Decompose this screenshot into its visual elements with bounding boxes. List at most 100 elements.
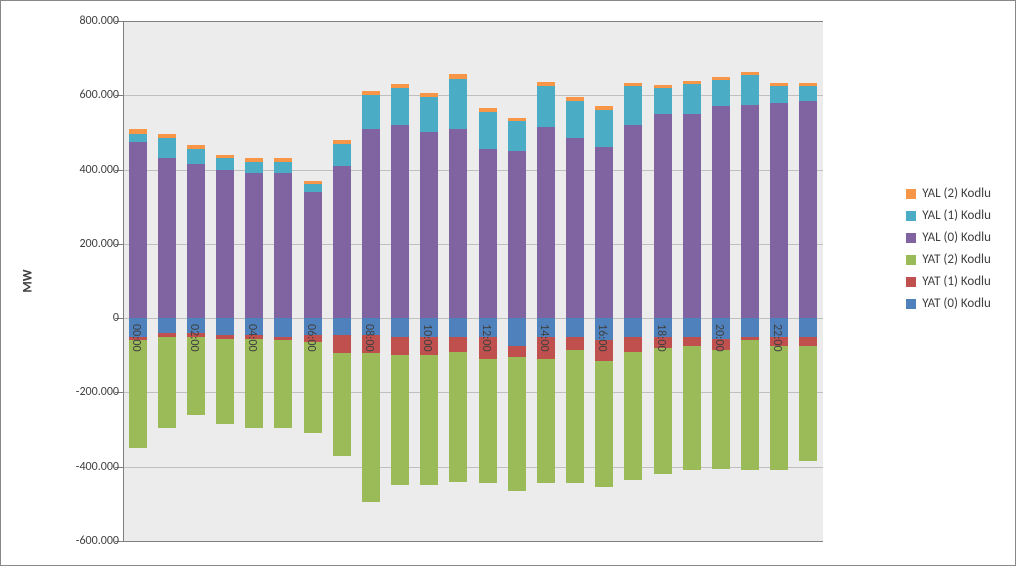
bar-yal2 [595,106,613,110]
bar-yal0 [362,129,380,318]
bar-yal1 [362,95,380,128]
bar-group [274,21,292,541]
bar-yal2 [158,134,176,138]
bar-group [508,21,526,541]
bar-yal0 [449,129,467,318]
x-tick-label: 06:00 [304,324,318,352]
bar-yat2 [216,339,234,424]
bar-group [449,21,467,541]
bar-yal2 [129,129,147,133]
y-tick-label: 400.000 [79,163,119,177]
bar-yat1 [508,346,526,357]
bar-yat2 [333,353,351,455]
bar-yal0 [391,125,409,318]
legend-item: YAT (0) Kodlu [906,296,991,311]
legend-item: YAL (2) Kodlu [906,186,991,201]
bar-yat1 [333,335,351,354]
x-tick-label: 00:00 [129,324,143,352]
bar-yal1 [129,134,147,142]
bar-group [741,21,759,541]
y-axis-title: MW [21,269,36,292]
bar-yat2 [420,355,438,485]
y-tick-label: 200.000 [79,237,119,251]
bar-yal1 [158,138,176,158]
plot-left-border [123,21,124,541]
bar-yal2 [624,83,642,86]
bar-yat0 [624,318,642,337]
bar-yal0 [479,149,497,318]
bar-yal0 [187,164,205,318]
bar-yal2 [799,83,817,86]
bar-yal0 [245,173,263,318]
bar-group [362,21,380,541]
bar-yal1 [741,75,759,105]
legend-item: YAT (1) Kodlu [906,274,991,289]
bar-yal1 [508,121,526,151]
bar-yal1 [420,97,438,132]
chart-frame: MW -600.000-400.000-200.0000200.000400.0… [0,0,1016,566]
bar-yal0 [537,127,555,318]
legend-label: YAT (1) Kodlu [922,274,991,289]
legend-item: YAL (1) Kodlu [906,208,991,223]
bar-yal0 [274,173,292,318]
bar-yal2 [449,74,467,78]
bar-yat2 [537,359,555,483]
x-tick-label: 04:00 [245,324,259,352]
bar-yal0 [624,125,642,318]
bar-yal2 [683,81,701,84]
legend-label: YAL (2) Kodlu [922,186,991,201]
bar-yal1 [479,112,497,149]
bar-yal0 [129,142,147,318]
bar-group [245,21,263,541]
bar-yat2 [304,342,322,433]
bar-yat0 [683,318,701,337]
bar-yal2 [274,158,292,162]
bar-yal2 [654,85,672,88]
bar-yal0 [654,114,672,318]
bar-yat2 [479,359,497,483]
bar-yal1 [770,86,788,103]
bar-yal1 [537,86,555,127]
legend-swatch [906,255,916,265]
bar-yal2 [187,145,205,149]
bar-yal2 [770,83,788,86]
bar-yal1 [333,144,351,166]
bar-yat2 [741,340,759,470]
bar-group [770,21,788,541]
y-tick-label: 800.000 [79,14,119,28]
bar-yal2 [391,84,409,88]
legend-swatch [906,277,916,287]
bar-yat2 [654,348,672,474]
bar-yal0 [595,147,613,318]
bar-yal2 [566,97,584,101]
y-tick-label: 600.000 [79,88,119,102]
bar-yal0 [799,101,817,318]
bar-yat0 [391,318,409,337]
bar-yal1 [449,79,467,129]
bar-yal2 [245,158,263,162]
bar-yat1 [391,337,409,356]
bar-yal0 [304,192,322,318]
bar-yal1 [654,88,672,114]
legend-label: YAT (0) Kodlu [922,296,991,311]
bar-yat1 [799,337,817,346]
bar-yal1 [391,88,409,125]
bar-group [304,21,322,541]
legend-label: YAL (1) Kodlu [922,208,991,223]
bar-yat2 [566,350,584,484]
bar-yal1 [624,86,642,125]
bar-group [683,21,701,541]
bar-yat2 [245,339,263,428]
legend-swatch [906,233,916,243]
bar-yal2 [420,93,438,97]
legend-swatch [906,299,916,309]
bar-yal1 [799,86,817,101]
y-tick-label: -400.000 [76,460,119,474]
bar-yal0 [333,166,351,318]
bar-yat2 [799,346,817,461]
bar-yat1 [566,337,584,350]
bar-yat2 [712,350,730,469]
plot-area: MW -600.000-400.000-200.0000200.000400.0… [123,21,823,541]
bar-group [537,21,555,541]
bar-yat0 [274,318,292,337]
